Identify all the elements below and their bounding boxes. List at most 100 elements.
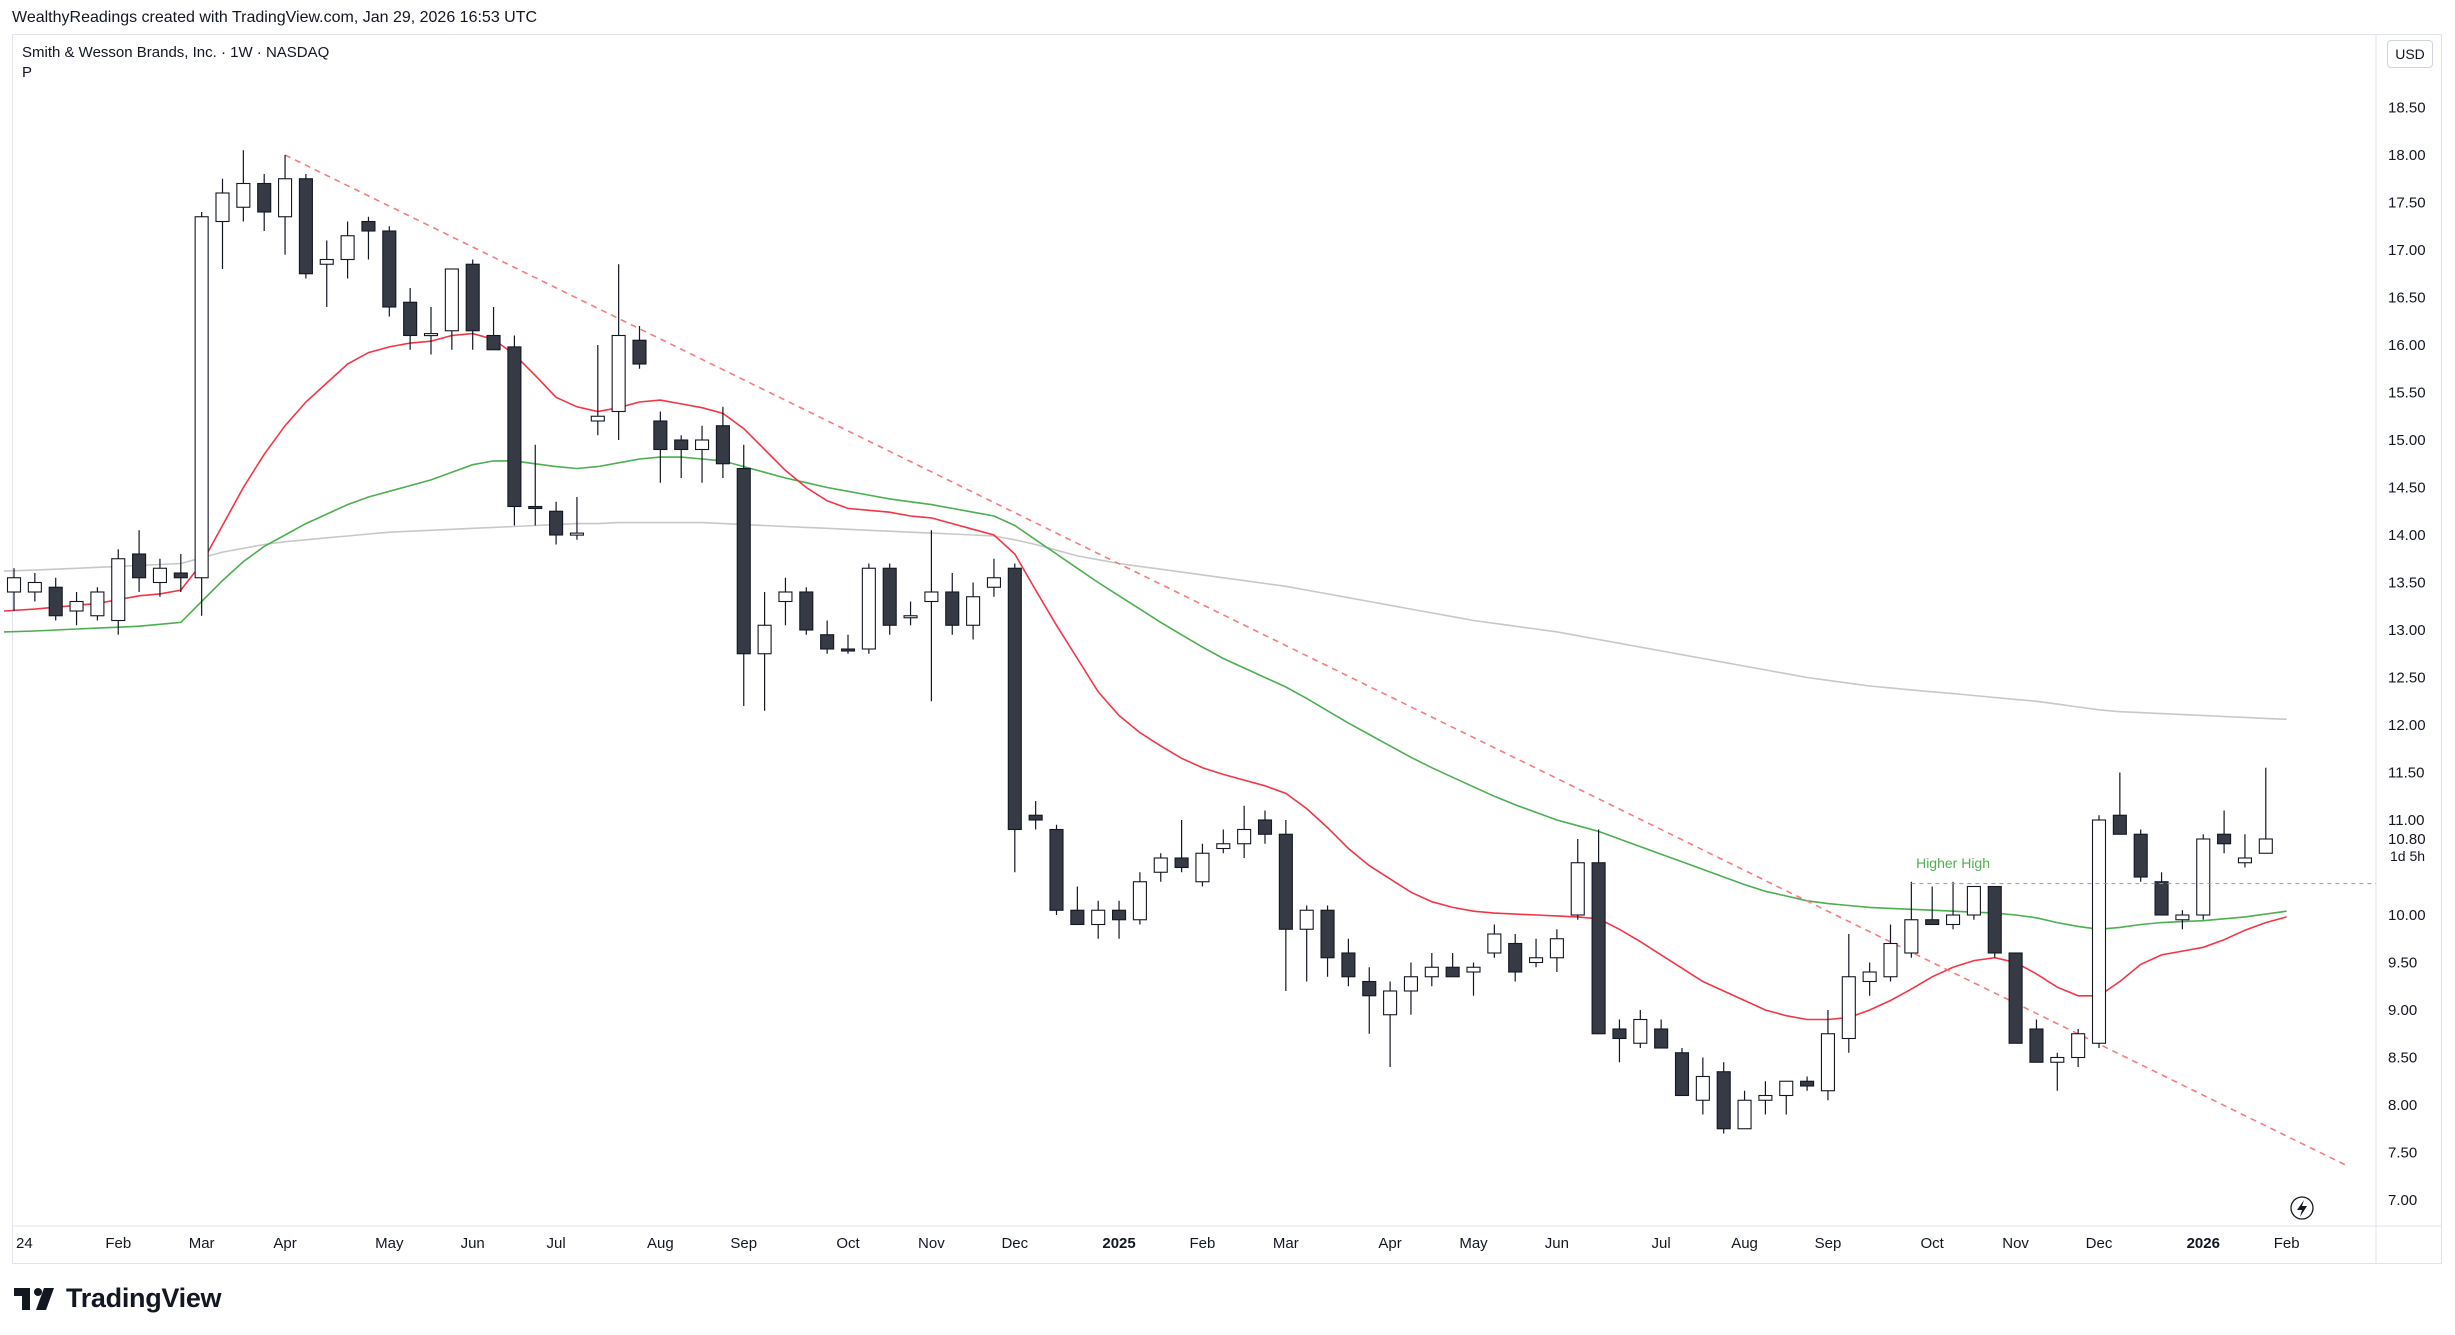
candle (1487, 924, 1502, 958)
candle-body (69, 600, 84, 612)
price-tick-label: 13.00 (2388, 622, 2426, 639)
candle (2196, 834, 2211, 920)
candle (736, 444, 751, 706)
candle-body (382, 230, 397, 308)
price-tick-label: 11.00 (2388, 812, 2424, 829)
candle-body (194, 216, 209, 579)
candle-body (1529, 957, 1544, 964)
candle (1216, 829, 1231, 854)
candle-body (1445, 966, 1460, 978)
last-price-box (2377, 829, 2435, 865)
candle (820, 620, 835, 654)
candle (1028, 801, 1043, 830)
candle (986, 558, 1002, 597)
candle (569, 497, 585, 540)
annotation-layer: Higher High (1911, 855, 2376, 885)
candle-body (674, 439, 689, 451)
candle-body (799, 591, 814, 631)
candle (861, 563, 876, 654)
candle (1737, 1090, 1752, 1130)
time-tick-label: Nov (918, 1235, 945, 1252)
candle-body (2029, 1028, 2044, 1063)
price-tick-label: 16.00 (2388, 337, 2426, 354)
candle-body (1654, 1028, 1669, 1049)
candle (1278, 820, 1293, 991)
candle-body (1549, 938, 1564, 959)
candle (1091, 900, 1106, 939)
last-price-label: 10.80 (2388, 831, 2426, 848)
candle (215, 178, 230, 269)
candle-body (1800, 1080, 1815, 1087)
candle-body (1758, 1094, 1773, 1101)
candle-body (1383, 990, 1398, 1016)
ma-fast-line (3, 332, 2287, 1021)
time-axis: 24 Feb Mar Apr May Jun Jul Aug Sep Oct Nov Dec 2025 F… (12, 1225, 2442, 1252)
candle (298, 174, 313, 279)
descending-trendline[interactable] (284, 154, 2350, 1168)
time-tick-label: Oct (836, 1235, 860, 1252)
price-tick-label: 7.50 (2388, 1145, 2417, 1162)
candle (1800, 1076, 1815, 1091)
candle (757, 592, 772, 711)
candle-body (1007, 567, 1022, 831)
time-tick-label: Apr (1378, 1235, 1401, 1252)
candle (27, 573, 42, 602)
candle (111, 549, 126, 635)
candle-body (277, 178, 293, 218)
candle (403, 288, 418, 350)
time-tick-label: Jun (1545, 1235, 1569, 1252)
candle-body (507, 346, 522, 508)
candle-body (1925, 919, 1940, 926)
candle (132, 530, 147, 592)
time-tick-label: Jul (547, 1235, 566, 1252)
candle-body (465, 263, 480, 332)
candle-body (986, 577, 1002, 588)
candle-body (2196, 838, 2211, 916)
candle (1132, 872, 1147, 925)
tradingview-logo-icon (14, 1287, 54, 1310)
candle-body (2133, 833, 2148, 878)
candle (382, 226, 397, 317)
candle (173, 554, 188, 592)
time-tick-label: Aug (647, 1235, 674, 1252)
candle (1529, 938, 1544, 968)
candle-body (486, 334, 501, 351)
candle (840, 634, 856, 654)
candle (1758, 1081, 1773, 1115)
candle (1570, 839, 1585, 920)
candle (1549, 929, 1564, 972)
candle (1341, 938, 1356, 987)
candle (1070, 886, 1085, 926)
currency-button[interactable]: USD (2387, 40, 2433, 68)
candle-body (2112, 814, 2127, 835)
candle-body (1174, 857, 1189, 869)
candle (2175, 910, 2190, 930)
candle-body (340, 235, 355, 261)
candle-body (444, 268, 459, 332)
candle-body (1091, 909, 1106, 926)
candle (277, 155, 293, 255)
ma-slow-line (3, 521, 2287, 721)
candle-body (945, 591, 960, 626)
candle (361, 216, 376, 260)
candle (1508, 934, 1523, 982)
candle (2008, 952, 2023, 1044)
price-tick-label: 17.50 (2388, 195, 2426, 212)
candle-body (1946, 914, 1961, 926)
time-tick-label: Mar (1273, 1235, 1299, 1252)
tradingview-brand: TradingView (14, 1283, 222, 1314)
candle-body (1695, 1075, 1710, 1101)
candle-body (924, 591, 939, 603)
candle (1946, 881, 1961, 930)
time-tick-label: Jun (461, 1235, 485, 1252)
candle-body (257, 182, 272, 213)
lightning-icon[interactable] (2290, 1196, 2314, 1220)
candle (1299, 905, 1314, 982)
candle (1883, 924, 1898, 982)
candle-body (1362, 980, 1377, 997)
candle (1862, 962, 1877, 996)
candle (882, 563, 897, 635)
candle-body (1257, 819, 1273, 835)
candle (1445, 953, 1460, 978)
